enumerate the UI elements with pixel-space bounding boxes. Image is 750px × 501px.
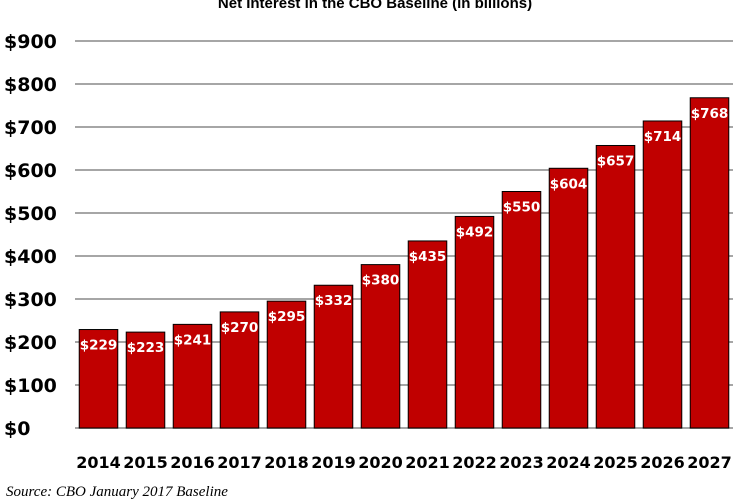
x-tick-label: 2026 (640, 453, 685, 472)
chart-title: Net Interest in the CBO Baseline (in bil… (217, 0, 533, 12)
data-label: $435 (409, 249, 447, 265)
data-label: $550 (503, 200, 541, 216)
bar (266, 300, 307, 429)
y-tick-label: $400 (4, 246, 57, 268)
data-label: $604 (550, 176, 588, 192)
x-tick-label: 2023 (499, 453, 544, 472)
bar (642, 120, 683, 429)
data-label: $332 (315, 293, 353, 309)
x-tick-label: 2015 (123, 453, 168, 472)
bar (454, 215, 495, 429)
data-labels: $229 $223 $241 $270 $295 $332 $380 $435 $492 $550… (80, 106, 729, 356)
y-tick-label: $500 (4, 203, 57, 225)
y-axis-ticks: $0 $100 $200 $300 $400 $500 $600 $700 $800 $900 (4, 31, 57, 440)
bar (219, 311, 260, 429)
y-tick-label: $800 (4, 74, 57, 96)
data-label: $657 (597, 153, 635, 169)
bar (172, 323, 213, 429)
x-tick-label: 2024 (546, 453, 591, 472)
x-tick-label: 2022 (452, 453, 497, 472)
data-label: $223 (127, 340, 165, 356)
y-tick-label: $700 (4, 117, 57, 139)
bar (407, 240, 448, 429)
y-tick-label: $300 (4, 289, 57, 311)
y-tick-label: $900 (4, 31, 57, 53)
bar (78, 329, 119, 429)
data-label: $380 (362, 273, 400, 289)
net-interest-bar-chart: $0 $100 $200 $300 $400 $500 $600 $700 $800 $900 $… (4, 31, 733, 472)
x-tick-label: 2027 (687, 453, 732, 472)
bar (501, 191, 542, 429)
data-label: $241 (174, 332, 212, 348)
x-tick-label: 2016 (170, 453, 215, 472)
y-tick-label: $200 (4, 332, 57, 354)
x-axis-ticks: 2014 2015 2016 2017 2018 2019 2020 2021 2022 2023… (76, 453, 732, 472)
bar (595, 144, 636, 429)
bar (313, 284, 354, 429)
bar (689, 97, 730, 429)
x-tick-label: 2017 (217, 453, 262, 472)
y-tick-label: $100 (4, 375, 57, 397)
bars (78, 97, 730, 429)
x-tick-label: 2020 (358, 453, 403, 472)
x-tick-label: 2021 (405, 453, 450, 472)
bar (548, 167, 589, 429)
bar (360, 264, 401, 429)
x-tick-label: 2014 (76, 453, 121, 472)
x-tick-label: 2018 (264, 453, 309, 472)
data-label: $768 (691, 106, 729, 122)
y-tick-label: $0 (4, 418, 30, 440)
bar (125, 331, 166, 429)
data-label: $270 (221, 320, 259, 336)
data-label: $714 (644, 129, 682, 145)
x-tick-label: 2025 (593, 453, 638, 472)
x-tick-label: 2019 (311, 453, 356, 472)
data-label: $492 (456, 224, 494, 240)
data-label: $295 (268, 309, 306, 325)
data-label: $229 (80, 338, 118, 354)
chart-source: Source: CBO January 2017 Baseline (6, 484, 228, 500)
y-tick-label: $600 (4, 160, 57, 182)
